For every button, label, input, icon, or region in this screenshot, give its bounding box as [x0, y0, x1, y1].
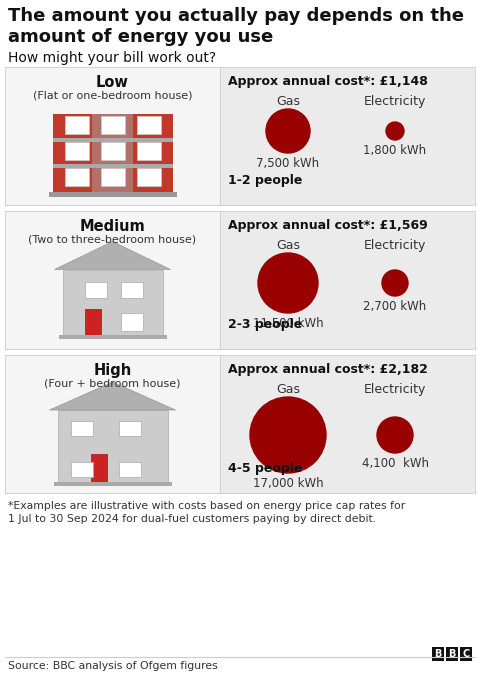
FancyBboxPatch shape — [5, 211, 220, 349]
Bar — [59, 334, 167, 338]
FancyBboxPatch shape — [5, 355, 220, 493]
Bar — [92, 114, 133, 192]
Text: Low: Low — [96, 75, 129, 90]
Bar — [120, 312, 143, 330]
Bar — [71, 462, 93, 477]
Bar — [100, 168, 124, 186]
Text: 1,800 kWh: 1,800 kWh — [363, 144, 427, 157]
Bar — [136, 142, 160, 160]
Text: How might your bill work out?: How might your bill work out? — [8, 51, 216, 65]
Text: Approx annual cost*: £2,182: Approx annual cost*: £2,182 — [228, 363, 428, 376]
Text: Electricity: Electricity — [364, 239, 426, 252]
Bar — [100, 116, 124, 134]
Bar — [446, 647, 458, 661]
Text: *Examples are illustrative with costs based on energy price cap rates for: *Examples are illustrative with costs ba… — [8, 501, 405, 511]
Circle shape — [258, 253, 318, 313]
FancyBboxPatch shape — [220, 211, 475, 349]
Bar — [64, 116, 88, 134]
FancyBboxPatch shape — [5, 67, 220, 205]
Text: 1 Jul to 30 Sep 2024 for dual-fuel customers paying by direct debit.: 1 Jul to 30 Sep 2024 for dual-fuel custo… — [8, 514, 376, 524]
Bar — [136, 168, 160, 186]
Bar — [119, 421, 141, 436]
Text: Gas: Gas — [276, 239, 300, 252]
Text: 4,100  kWh: 4,100 kWh — [361, 457, 429, 470]
Bar — [64, 142, 88, 160]
Bar — [64, 168, 88, 186]
Text: The amount you actually pay depends on the
amount of energy you use: The amount you actually pay depends on t… — [8, 7, 464, 46]
Bar — [91, 454, 107, 482]
Text: Approx annual cost*: £1,569: Approx annual cost*: £1,569 — [228, 219, 428, 232]
Text: Approx annual cost*: £1,148: Approx annual cost*: £1,148 — [228, 75, 428, 88]
FancyBboxPatch shape — [220, 355, 475, 493]
Circle shape — [382, 270, 408, 296]
Text: High: High — [94, 363, 132, 378]
Text: 7,500 kWh: 7,500 kWh — [256, 157, 320, 170]
Text: (Four + bedroom house): (Four + bedroom house) — [44, 378, 181, 388]
Text: Medium: Medium — [80, 219, 145, 234]
Text: Gas: Gas — [276, 383, 300, 396]
Circle shape — [377, 417, 413, 453]
Bar — [84, 308, 100, 334]
Text: B: B — [434, 649, 442, 659]
Text: B: B — [448, 649, 456, 659]
Text: Source: BBC analysis of Ofgem figures: Source: BBC analysis of Ofgem figures — [8, 661, 218, 671]
Bar — [120, 282, 143, 297]
Text: Gas: Gas — [276, 95, 300, 108]
Bar — [52, 138, 172, 142]
Text: (Two to three-bedroom house): (Two to three-bedroom house) — [28, 234, 197, 244]
Bar — [119, 462, 141, 477]
Bar — [53, 482, 171, 486]
Polygon shape — [49, 382, 176, 410]
Text: (Flat or one-bedroom house): (Flat or one-bedroom house) — [33, 90, 192, 100]
Bar — [136, 116, 160, 134]
Text: Electricity: Electricity — [364, 383, 426, 396]
Bar — [52, 114, 172, 192]
Text: 2-3 people: 2-3 people — [228, 318, 302, 331]
Bar — [432, 647, 444, 661]
Text: 2,700 kWh: 2,700 kWh — [363, 300, 427, 313]
FancyBboxPatch shape — [220, 67, 475, 205]
Text: 1-2 people: 1-2 people — [228, 174, 302, 187]
Bar — [460, 647, 472, 661]
Bar — [71, 421, 93, 436]
Polygon shape — [55, 242, 170, 269]
Circle shape — [250, 397, 326, 473]
Bar — [84, 282, 107, 297]
Text: 17,000 kWh: 17,000 kWh — [252, 477, 324, 490]
Bar — [52, 164, 172, 168]
Circle shape — [386, 122, 404, 140]
Text: 4-5 people: 4-5 people — [228, 462, 302, 475]
Bar — [100, 142, 124, 160]
Circle shape — [266, 109, 310, 153]
Text: C: C — [462, 649, 469, 659]
Text: Electricity: Electricity — [364, 95, 426, 108]
Bar — [58, 410, 168, 482]
Bar — [48, 192, 177, 197]
Text: 11,500 kWh: 11,500 kWh — [252, 317, 324, 330]
Bar — [62, 269, 163, 334]
